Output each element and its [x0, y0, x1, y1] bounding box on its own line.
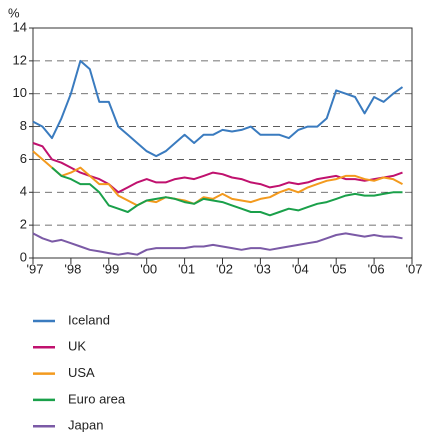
x-tick-label: '98: [64, 261, 81, 276]
plot-frame: [32, 27, 413, 259]
x-tick-label: '99: [102, 261, 119, 276]
series-line: [32, 59, 404, 158]
y-tick-label: 2: [20, 217, 27, 232]
x-tick-label: '97: [27, 261, 44, 276]
x-tick-label: '04: [292, 261, 309, 276]
x-tick-label: '07: [406, 261, 423, 276]
legend-label: Iceland: [68, 312, 110, 327]
legend-label: USA: [68, 365, 95, 380]
y-tick-label: 12: [13, 52, 27, 67]
y-tick-label: 4: [20, 184, 27, 199]
x-tick-label: '02: [216, 261, 233, 276]
x-tick-label: '01: [178, 261, 195, 276]
x-tick-label: '05: [330, 261, 347, 276]
legend-label: Japan: [68, 418, 103, 433]
series-line: [32, 150, 403, 207]
y-tick-label: 10: [13, 85, 27, 100]
legend-label: Euro area: [68, 391, 126, 406]
y-tick-label: 6: [20, 151, 27, 166]
series-line: [51, 166, 403, 217]
series-line: [32, 232, 403, 256]
legend-label: UK: [68, 339, 86, 354]
y-tick-label: 8: [20, 118, 27, 133]
x-tick-label: '06: [368, 261, 385, 276]
y-tick-label: 0: [20, 249, 27, 264]
y-axis-label: %: [8, 5, 20, 20]
y-tick-label: 14: [13, 19, 27, 34]
x-tick-label: '00: [140, 261, 157, 276]
x-tick-label: '03: [254, 261, 271, 276]
